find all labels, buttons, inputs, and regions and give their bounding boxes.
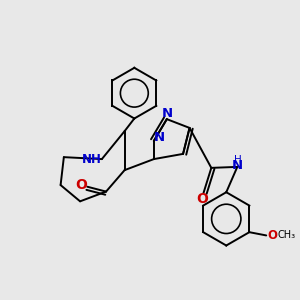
- Text: CH₃: CH₃: [277, 230, 296, 240]
- Text: N: N: [232, 159, 243, 172]
- Text: N: N: [161, 107, 172, 120]
- Text: O: O: [196, 192, 208, 206]
- Text: NH: NH: [82, 153, 101, 166]
- Text: O: O: [267, 229, 277, 242]
- Text: N: N: [154, 130, 165, 143]
- Text: H: H: [234, 155, 242, 165]
- Text: O: O: [76, 178, 87, 192]
